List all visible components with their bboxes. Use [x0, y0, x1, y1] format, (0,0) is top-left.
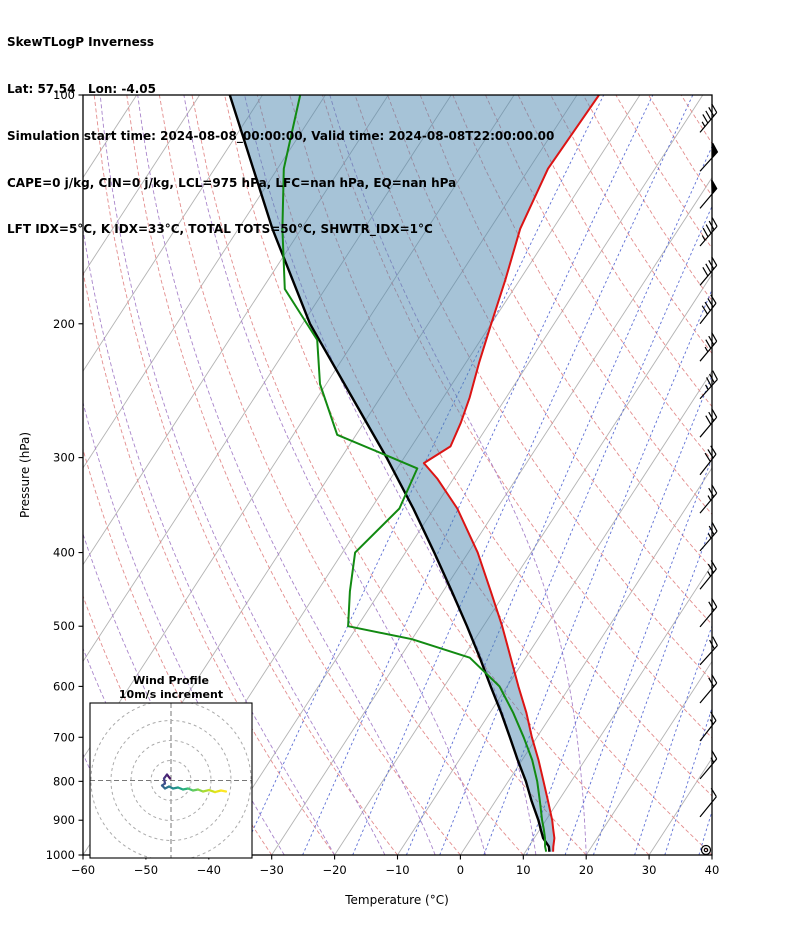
dewpoint-curve [281, 95, 548, 852]
hodograph-subtitle: 10m/s increment [118, 688, 224, 701]
svg-text:300: 300 [53, 451, 75, 465]
axis-tick-labels: −60 −50 −40 −30 −20 −10 0 10 20 30 40 100 200 300 400 5… [46, 88, 720, 877]
svg-text:30: 30 [642, 863, 657, 877]
header-stability-1: CAPE=0 j/kg, CIN=0 j/kg, LCL=975 hPa, LF… [7, 175, 457, 190]
svg-text:600: 600 [53, 679, 75, 693]
parcel-curve [228, 95, 551, 852]
svg-text:−40: −40 [197, 863, 221, 877]
hodograph-speed-ring [110, 720, 232, 841]
svg-text:800: 800 [53, 774, 75, 788]
header-stability-2: LFT IDX=5°C, K IDX=33°C, TOTAL TOTS=50°C… [7, 222, 433, 237]
svg-text:−10: −10 [385, 863, 409, 877]
svg-text:200: 200 [53, 317, 75, 331]
header-times: Simulation start time: 2024-08-08_00:00:… [7, 128, 555, 143]
svg-text:100: 100 [53, 88, 75, 102]
svg-text:−30: −30 [260, 863, 284, 877]
svg-text:900: 900 [53, 813, 75, 827]
svg-text:0: 0 [457, 863, 464, 877]
svg-text:1000: 1000 [46, 848, 75, 862]
wind-barbs [699, 103, 719, 856]
hodograph-trace-segment [219, 789, 228, 793]
chart-header: SkewTLogP Inverness Lat: 57.54 Lon: -4.0… [7, 4, 554, 269]
svg-text:500: 500 [53, 619, 75, 633]
svg-text:10: 10 [516, 863, 531, 877]
axis-ticks [78, 94, 713, 860]
hodograph-inset [90, 703, 252, 858]
svg-text:40: 40 [705, 863, 720, 877]
hodograph-border [89, 702, 253, 859]
svg-text:700: 700 [53, 730, 75, 744]
calm-wind-icon [700, 844, 712, 856]
hodograph-title: Wind Profile [133, 674, 209, 687]
hodograph-speed-ring [150, 760, 192, 801]
y-axis-label: Pressure (hPa) [18, 431, 32, 519]
svg-text:−50: −50 [134, 863, 158, 877]
hodograph-speed-ring [130, 740, 212, 821]
x-axis-label: Temperature (°C) [345, 893, 449, 907]
svg-text:−60: −60 [71, 863, 95, 877]
svg-text:20: 20 [579, 863, 594, 877]
svg-text:400: 400 [53, 546, 75, 560]
svg-text:−20: −20 [322, 863, 346, 877]
hodograph-speed-ring [90, 703, 252, 858]
header-title: SkewTLogP Inverness [7, 35, 155, 50]
temperature-curve [422, 95, 600, 852]
plot-area [83, 95, 712, 855]
header-coordinates: Lat: 57.54 Lon: -4.05 [7, 81, 156, 96]
